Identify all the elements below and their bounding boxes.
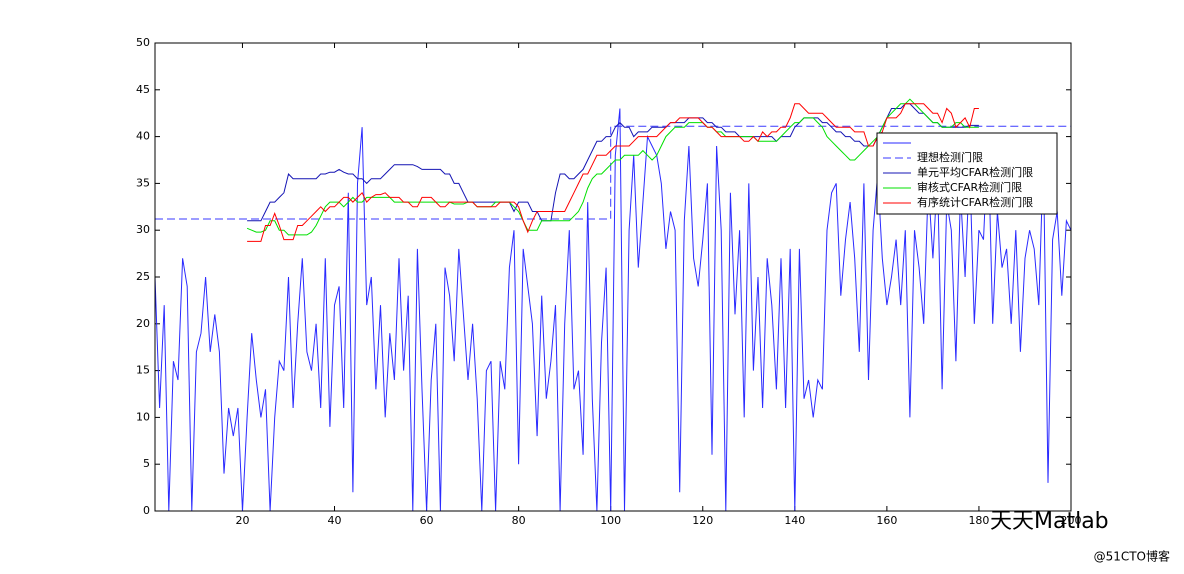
x-tick-label: 80 bbox=[512, 514, 526, 527]
legend-label: 理想检测门限 bbox=[917, 150, 983, 164]
series-line bbox=[246, 98, 979, 236]
y-tick-label: 50 bbox=[136, 36, 150, 49]
y-tick-label: 10 bbox=[136, 410, 150, 423]
y-tick-label: 0 bbox=[143, 504, 150, 517]
y-tick-label: 20 bbox=[136, 317, 150, 330]
legend-label: 审核式CFAR检测门限 bbox=[917, 180, 1022, 194]
plot-area: 0 5 10 15 20 25 30 35 40 45 50 20 40 60 80 100 120 140 160… bbox=[136, 36, 1082, 527]
x-tick-label: 200 bbox=[1061, 514, 1082, 527]
watermark-site: @51CTO博客 bbox=[1094, 549, 1170, 564]
y-tick-label: 5 bbox=[143, 457, 150, 470]
x-tick-label: 120 bbox=[692, 514, 713, 527]
axes-box bbox=[154, 42, 1072, 512]
x-tick-label: 20 bbox=[235, 514, 249, 527]
series-line bbox=[247, 103, 979, 222]
x-tick-label: 140 bbox=[784, 514, 805, 527]
x-tick-label: 60 bbox=[420, 514, 434, 527]
watermark-brand: 天天Matlab bbox=[990, 509, 1109, 534]
x-tick-label: 100 bbox=[600, 514, 621, 527]
series-line bbox=[247, 103, 979, 242]
y-tick-label: 15 bbox=[136, 364, 150, 377]
y-tick-label: 35 bbox=[136, 176, 150, 189]
x-tick-label: 180 bbox=[968, 514, 989, 527]
x-tick-label: 160 bbox=[876, 514, 897, 527]
legend-label: 有序统计CFAR检测门限 bbox=[917, 195, 1033, 209]
x-tick-label: 40 bbox=[328, 514, 342, 527]
series-line bbox=[155, 108, 1071, 511]
y-tick-label: 40 bbox=[136, 130, 150, 143]
y-tick-label: 45 bbox=[136, 83, 150, 96]
y-tick-label: 30 bbox=[136, 223, 150, 236]
plot-frame bbox=[155, 43, 1071, 511]
y-tick-label: 25 bbox=[136, 270, 150, 283]
legend-label: 单元平均CFAR检测门限 bbox=[917, 165, 1033, 179]
